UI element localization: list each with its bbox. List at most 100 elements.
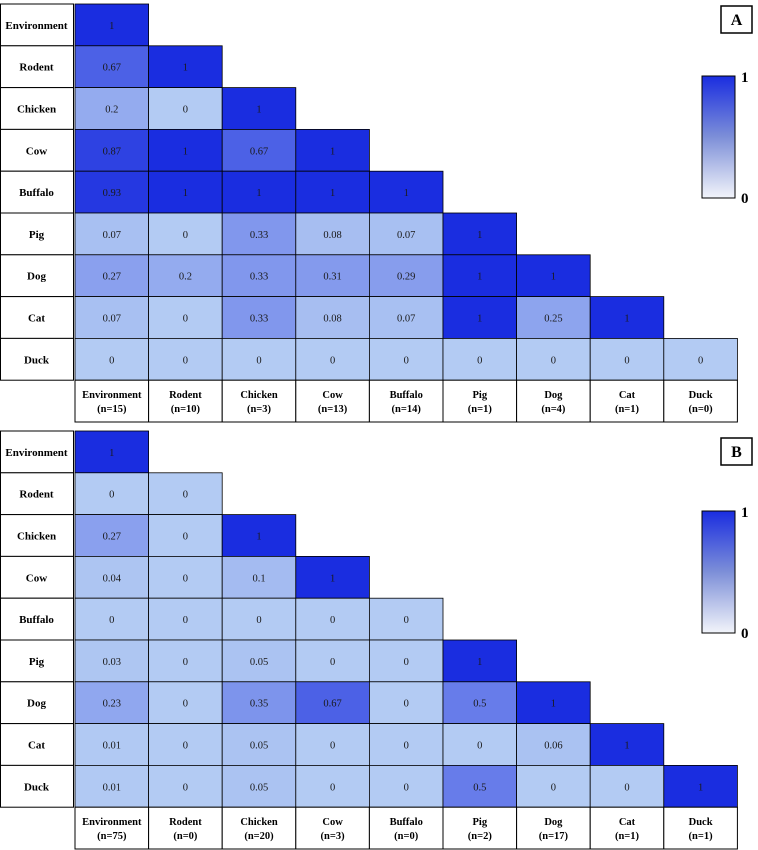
heatmap-cell bbox=[221, 514, 297, 557]
row-label-cell bbox=[0, 430, 74, 474]
row-label: Chicken bbox=[17, 531, 56, 543]
heatmap-cell bbox=[442, 337, 517, 381]
heatmap-cell bbox=[663, 765, 738, 808]
column-label-cell bbox=[74, 806, 150, 850]
column-sample-size: (n=0) bbox=[173, 831, 198, 842]
column-sample-size: (n=3) bbox=[247, 404, 272, 415]
heatmap-cell bbox=[148, 128, 223, 172]
row-label-cell bbox=[0, 723, 74, 766]
cell-value: 0 bbox=[109, 615, 114, 626]
cell-value: 0.07 bbox=[103, 230, 121, 241]
cell-value: 0 bbox=[330, 657, 335, 668]
column-sample-size: (n=3) bbox=[321, 831, 346, 842]
heatmap-cell bbox=[368, 296, 444, 339]
row-label-cell bbox=[0, 639, 74, 683]
cell-value: 0 bbox=[183, 230, 188, 241]
heatmap-cell bbox=[442, 212, 517, 256]
heatmap-cell bbox=[221, 681, 297, 724]
heatmap-cell bbox=[74, 128, 149, 172]
cell-value: 1 bbox=[183, 188, 188, 199]
cell-value: 1 bbox=[477, 230, 482, 241]
row-label: Rodent bbox=[19, 62, 54, 74]
row-label-cell bbox=[0, 472, 74, 516]
row-label: Environment bbox=[5, 20, 67, 32]
column-label-cell bbox=[516, 379, 591, 423]
column-sample-size: (n=17) bbox=[539, 831, 569, 842]
column-label-cell bbox=[368, 806, 444, 850]
cell-value: 1 bbox=[256, 188, 261, 199]
heatmap-cell bbox=[221, 170, 297, 214]
cell-value: 0.06 bbox=[544, 741, 562, 752]
cell-value: 0 bbox=[404, 699, 409, 710]
cell-value: 0.08 bbox=[323, 230, 341, 241]
heatmap-cell bbox=[148, 45, 223, 88]
cell-value: 0.67 bbox=[103, 63, 121, 74]
cell-value: 0 bbox=[624, 355, 629, 366]
column-sample-size: (n=75) bbox=[97, 831, 127, 842]
cell-value: 0 bbox=[256, 355, 261, 366]
column-label: Duck bbox=[689, 817, 713, 828]
cell-value: 0.2 bbox=[105, 105, 118, 116]
cell-value: 1 bbox=[183, 63, 188, 74]
color-legend-bar bbox=[701, 75, 736, 199]
cell-value: 1 bbox=[551, 272, 556, 283]
cell-value: 0.27 bbox=[103, 532, 121, 543]
row-label-cell bbox=[0, 212, 74, 256]
cell-value: 1 bbox=[109, 448, 114, 459]
cell-value: 0 bbox=[404, 741, 409, 752]
heatmap-cell bbox=[516, 254, 591, 298]
heatmap-cell bbox=[663, 337, 738, 381]
cell-value: 0.07 bbox=[103, 314, 121, 325]
cell-value: 0 bbox=[183, 573, 188, 584]
row-label: Rodent bbox=[19, 489, 54, 501]
heatmap-cell bbox=[148, 296, 223, 339]
panel-label-box bbox=[720, 437, 753, 466]
cell-value: 0.31 bbox=[323, 272, 341, 283]
cell-value: 0.1 bbox=[252, 573, 265, 584]
column-label: Dog bbox=[544, 390, 563, 401]
row-label-cell bbox=[0, 764, 74, 808]
heatmap-cell bbox=[295, 723, 370, 766]
cell-value: 1 bbox=[624, 741, 629, 752]
column-label: Dog bbox=[544, 817, 563, 828]
cell-value: 0 bbox=[551, 355, 556, 366]
cell-value: 0 bbox=[698, 355, 703, 366]
cell-value: 1 bbox=[698, 782, 703, 793]
cell-value: 0.27 bbox=[103, 272, 121, 283]
column-label: Cow bbox=[322, 390, 343, 401]
heatmap-cell bbox=[74, 514, 149, 557]
heatmap-cell bbox=[74, 254, 149, 298]
heatmap-cell bbox=[148, 556, 223, 599]
column-label: Environment bbox=[82, 817, 142, 828]
heatmap-cell bbox=[74, 337, 149, 381]
row-label: Buffalo bbox=[19, 187, 54, 199]
heatmap-cell bbox=[148, 681, 223, 724]
row-label-cell bbox=[0, 296, 74, 339]
cell-value: 0 bbox=[109, 490, 114, 501]
column-label-cell bbox=[221, 379, 297, 423]
cell-value: 0.07 bbox=[397, 314, 415, 325]
cell-value: 0.87 bbox=[103, 146, 121, 157]
column-label-cell bbox=[663, 806, 738, 850]
heatmap-cell bbox=[74, 170, 149, 214]
cell-value: 0.03 bbox=[103, 657, 121, 668]
heatmap-cell bbox=[221, 723, 297, 766]
cell-value: 0.67 bbox=[250, 146, 268, 157]
cell-value: 1 bbox=[477, 657, 482, 668]
heatmap-cell bbox=[295, 681, 370, 724]
cell-value: 0.05 bbox=[250, 741, 268, 752]
heatmap-cell bbox=[516, 765, 591, 808]
heatmap-cell bbox=[295, 128, 370, 172]
heatmap-cell bbox=[221, 765, 297, 808]
cell-value: 0.93 bbox=[103, 188, 121, 199]
cell-value: 1 bbox=[330, 146, 335, 157]
column-label-cell bbox=[368, 379, 444, 423]
heatmap-cell bbox=[295, 337, 370, 381]
heatmap-cell bbox=[516, 681, 591, 724]
row-label: Cow bbox=[26, 145, 47, 157]
cell-value: 0.08 bbox=[323, 314, 341, 325]
column-sample-size: (n=1) bbox=[615, 831, 640, 842]
heatmap-cell bbox=[221, 337, 297, 381]
row-label-cell bbox=[0, 597, 74, 641]
